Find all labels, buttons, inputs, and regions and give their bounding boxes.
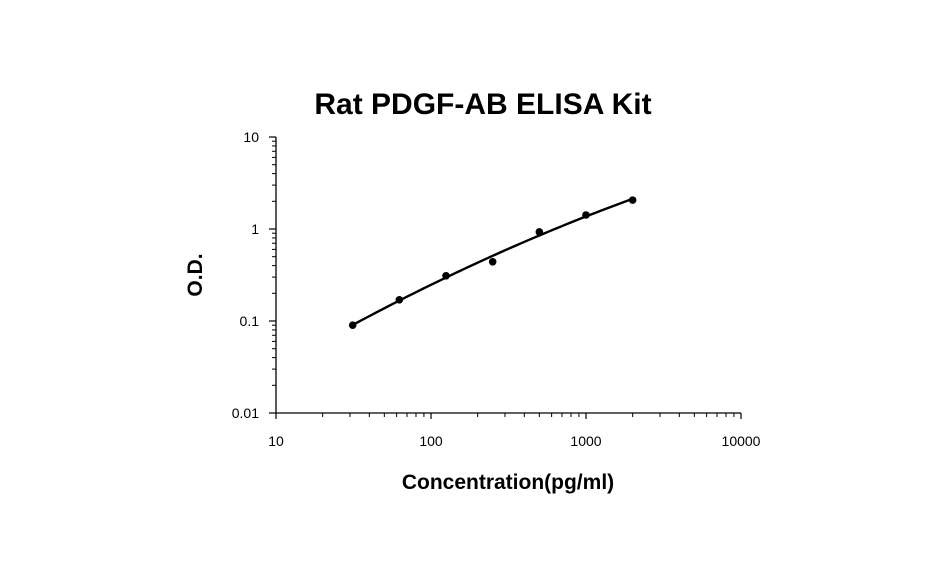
x-tick-label: 1000: [570, 433, 601, 449]
data-point: [535, 228, 544, 236]
data-point: [628, 196, 637, 204]
x-tick-label: 100: [419, 433, 443, 449]
y-tick-label: 1: [251, 221, 259, 237]
y-tick-label: 10: [243, 129, 259, 145]
data-point: [582, 211, 590, 219]
tick-marks: [269, 136, 742, 419]
y-tick-label: 0.1: [240, 313, 260, 329]
tick-labels: 10 100 1000 10000 0.01 0.1 1 10: [232, 129, 761, 449]
y-tick-label: 0.01: [232, 405, 259, 421]
y-axis-title: O.D.: [184, 253, 207, 296]
data-point: [442, 271, 450, 280]
axes: [275, 137, 741, 414]
data-points: [348, 196, 637, 330]
data-point: [395, 295, 404, 304]
x-tick-label: 10000: [722, 433, 761, 449]
x-tick-label: 10: [268, 433, 284, 449]
x-axis-title: Concentration(pg/ml): [402, 471, 614, 494]
data-point: [348, 321, 357, 330]
data-point: [488, 258, 497, 266]
chart-title: Rat PDGF-AB ELISA Kit: [314, 88, 651, 121]
